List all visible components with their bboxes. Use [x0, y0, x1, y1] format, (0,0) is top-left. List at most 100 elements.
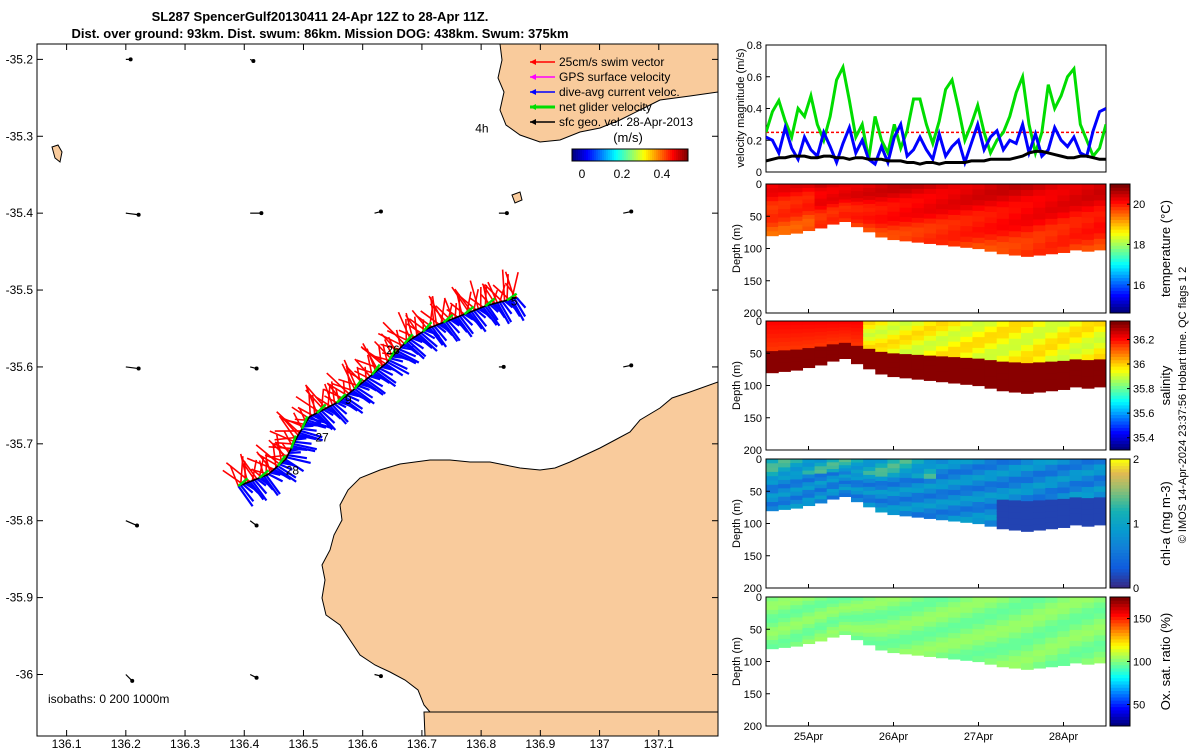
section-cell [875, 507, 889, 513]
section-colorbar-cell [1110, 638, 1130, 643]
section-cell [1069, 381, 1083, 388]
section-cell [899, 193, 913, 199]
section-cell [923, 370, 937, 376]
section-cell [802, 489, 816, 495]
section-cell [1069, 238, 1083, 245]
dive-avg-vector [458, 315, 474, 335]
section-cell [778, 184, 791, 189]
dive-avg-vector [299, 432, 324, 442]
section-cell [1021, 519, 1034, 526]
section-cell [802, 597, 816, 602]
section-ytick-label: 50 [750, 624, 762, 636]
dive-avg-vector [288, 451, 301, 454]
colorbar-cell [574, 149, 577, 161]
section-cell [863, 340, 876, 346]
section-cell [1093, 244, 1106, 251]
section-cell [875, 605, 889, 611]
sfc-geo-vector-head [251, 58, 256, 63]
section-cell [1081, 343, 1095, 350]
section-cell [1069, 244, 1083, 251]
section-cell [851, 212, 864, 217]
velocity-series-line [766, 149, 1106, 166]
swim-vector [428, 295, 445, 323]
section-colorbar-cell [1110, 616, 1130, 621]
dive-avg-vector [418, 333, 438, 352]
section-cell [960, 199, 974, 206]
section-cell [826, 495, 840, 500]
section-colorbar-cell [1110, 629, 1130, 633]
section-colorbar-cell [1110, 562, 1130, 566]
section-cell [1021, 184, 1034, 191]
section-cell [936, 652, 949, 659]
dive-avg-vector [267, 473, 284, 483]
section-cell [766, 640, 779, 645]
section-colorbar-tick-label: 16 [1133, 280, 1145, 292]
section-cell [802, 359, 816, 365]
section-cell [1045, 184, 1059, 191]
section-cell [960, 602, 974, 609]
dive-avg-vector [309, 415, 322, 425]
section-colorbar-cell [1110, 187, 1130, 191]
section-cell [972, 210, 986, 217]
section-cell [1008, 386, 1022, 393]
section-cell [960, 612, 974, 619]
section-colorbar-cell [1110, 398, 1130, 403]
section-cell [802, 624, 816, 629]
section-cell [887, 638, 901, 644]
section-cell [936, 356, 949, 363]
island-small [511, 191, 523, 204]
section-cell [1033, 602, 1046, 610]
section-cell [778, 630, 791, 636]
section-cell [826, 327, 840, 332]
section-cell [911, 611, 925, 617]
section-cell [790, 333, 804, 338]
section-cell [1081, 459, 1095, 466]
section-cell [1008, 321, 1022, 328]
section-cell [838, 336, 852, 341]
section-cell [1033, 184, 1046, 191]
section-cell [863, 470, 876, 476]
section-cell [1033, 459, 1046, 466]
section-cell [1057, 189, 1071, 196]
section-colorbar-tick-label: 20 [1133, 199, 1145, 211]
section-cell [899, 325, 913, 332]
section-colorbar-cell [1110, 507, 1130, 512]
section-cell [766, 359, 779, 365]
section-colorbar-cell [1110, 225, 1130, 230]
map-ytick-label: -35.8 [6, 514, 34, 528]
legend-arrowhead [530, 74, 536, 80]
section-cell [1057, 470, 1071, 477]
section-cell [911, 630, 925, 637]
section-colorbar-cell [1110, 411, 1130, 416]
section-cell [1045, 355, 1059, 363]
colorbar-cell [652, 149, 655, 161]
sfc-geo-vector-head [504, 211, 509, 216]
section-cell [923, 208, 937, 215]
section-cell [996, 649, 1010, 656]
section-cell [863, 478, 876, 484]
section-cell [899, 354, 913, 360]
dive-avg-vector [294, 440, 312, 445]
section-cell [778, 358, 791, 364]
section-colorbar-cell [1110, 555, 1130, 560]
section-colorbar-cell [1110, 539, 1130, 544]
section-cell [1081, 348, 1095, 356]
colorbar-cell [636, 149, 639, 161]
section-cell [875, 463, 889, 469]
section-cell [996, 517, 1010, 524]
colorbar-cell [682, 149, 685, 161]
section-cell [911, 459, 925, 465]
section-cell [923, 321, 937, 327]
velocity-ytick-label: 0.8 [747, 40, 762, 52]
section-colorbar-tick-label: 150 [1133, 614, 1151, 626]
section-colorbar-cell [1110, 622, 1130, 627]
section-cell [984, 481, 998, 488]
section-cell [1008, 608, 1022, 616]
section-colorbar-cell [1110, 440, 1130, 445]
colorbar-cell [628, 149, 631, 161]
section-cell [887, 225, 901, 231]
section-cell [948, 469, 961, 476]
section-cell [923, 606, 937, 613]
